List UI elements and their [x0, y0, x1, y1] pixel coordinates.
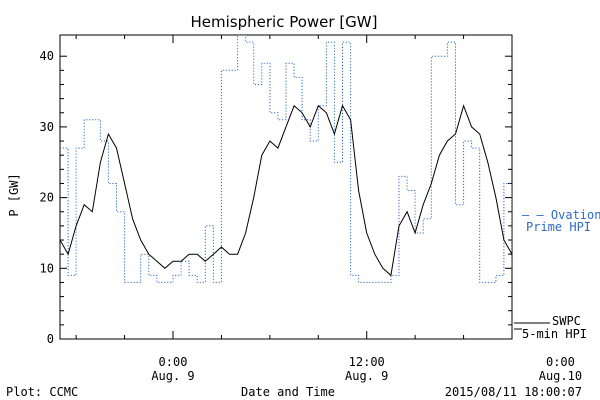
legend-ovation-line1: — — Ovation	[522, 208, 600, 222]
legend-ovation-line2: Prime HPI	[526, 220, 591, 234]
y-tick-label: 10	[40, 261, 54, 275]
series-layer	[60, 35, 512, 283]
x-tick-label-date: Aug.10	[539, 369, 582, 383]
y-tick-label: 30	[40, 120, 54, 134]
x-axis-label: Date and Time	[241, 385, 335, 399]
x-tick-label-date: Aug. 9	[151, 369, 194, 383]
y-tick-label: 20	[40, 191, 54, 205]
y-axis-label: P [GW]	[7, 173, 21, 216]
footer-timestamp: 2015/08/11 18:00:07	[445, 385, 582, 399]
chart-title: Hemispheric Power [GW]	[191, 13, 378, 31]
x-tick-label-date: Aug. 9	[345, 369, 388, 383]
legend-swpc-line1: SWPC	[552, 314, 581, 328]
legend-swpc-line2: 5-min HPI	[522, 327, 587, 341]
series-ovation-prime-hpi	[60, 35, 512, 283]
x-tick-label-time: 12:00	[349, 355, 385, 369]
footer-plot-source: Plot: CCMC	[6, 385, 78, 399]
series-swpc-5min-hpi	[60, 104, 512, 277]
x-tick-label-time: 0:00	[159, 355, 188, 369]
y-axis: 0 10 20 30 40	[40, 49, 512, 346]
y-tick-label: 0	[47, 332, 54, 346]
y-tick-label: 40	[40, 49, 54, 63]
x-tick-label-time: 0:00	[546, 355, 575, 369]
